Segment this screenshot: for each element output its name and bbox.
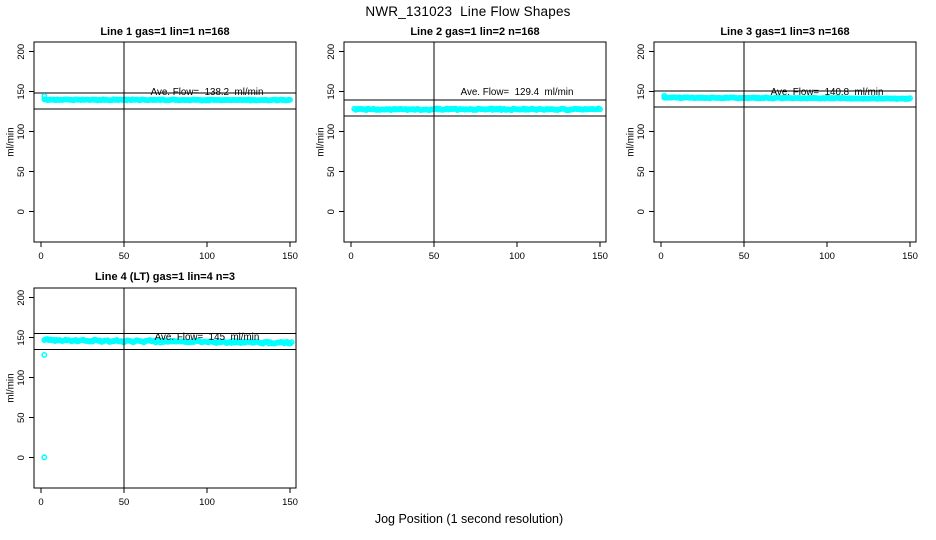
- y-tick-label: 100: [16, 124, 27, 140]
- x-tick-label: 0: [38, 251, 43, 262]
- x-tick-label: 100: [199, 497, 215, 508]
- y-tick-label: 50: [326, 166, 337, 177]
- panel-2-y-axis-label: ml/min: [315, 127, 327, 157]
- panel-3-title: Line 3 gas=1 lin=3 n=168: [720, 26, 850, 38]
- panel-1-title: Line 1 gas=1 lin=1 n=168: [100, 26, 230, 38]
- y-tick-label: 50: [16, 412, 27, 423]
- x-tick-label: 100: [509, 251, 525, 262]
- y-tick-label: 150: [636, 84, 647, 100]
- y-tick-label: 200: [326, 44, 337, 60]
- x-tick-label: 150: [592, 251, 608, 262]
- plot-box: [33, 287, 297, 489]
- data-points: [351, 105, 603, 114]
- data-points: [41, 93, 293, 104]
- panel-3-y-axis-label: ml/min: [625, 127, 637, 157]
- panel-2-ave-flow-annotation: Ave. Flow= 129.4 ml/min: [460, 87, 574, 98]
- y-tick-label: 0: [16, 209, 27, 214]
- outlier-point: [41, 454, 48, 461]
- x-tick-label: 100: [819, 251, 835, 262]
- y-tick-label: 200: [16, 290, 27, 306]
- x-tick-label: 150: [902, 251, 918, 262]
- x-tick-label: 0: [38, 497, 43, 508]
- outlier-point: [661, 92, 668, 99]
- x-tick-label: 150: [282, 497, 298, 508]
- x-tick-label: 0: [348, 251, 353, 262]
- panel-4-title: Line 4 (LT) gas=1 lin=4 n=3: [94, 271, 236, 283]
- data-point: [288, 339, 295, 346]
- panel-1-y-axis-label: ml/min: [5, 127, 17, 157]
- y-tick-label: 50: [16, 166, 27, 177]
- x-tick-label: 50: [429, 251, 440, 262]
- y-tick-label: 200: [636, 44, 647, 60]
- y-tick-label: 150: [326, 84, 337, 100]
- x-axis-label: Jog Position (1 second resolution): [374, 512, 564, 526]
- figure-title: NWR_131023 Line Flow Shapes: [365, 4, 571, 19]
- y-tick-label: 100: [326, 124, 337, 140]
- x-tick-label: 100: [199, 251, 215, 262]
- panel-4-y-axis-label: ml/min: [5, 373, 17, 403]
- y-tick-label: 0: [326, 209, 337, 214]
- data-point: [907, 95, 913, 102]
- panel-1: 0 50 100 150 0 50 100 150 200: [16, 41, 298, 262]
- x-tick-label: 150: [282, 251, 298, 262]
- data-points: [41, 336, 295, 461]
- panel-2: 0 50 100 150 0 50 100 150 200: [326, 41, 608, 262]
- panel-3-ave-flow-annotation: Ave. Flow= 140.8 ml/min: [770, 87, 884, 98]
- x-tick-label: 0: [658, 251, 663, 262]
- outlier-point: [41, 351, 48, 358]
- y-tick-label: 100: [16, 370, 27, 386]
- plot-box: [343, 41, 607, 243]
- outlier-point: [41, 93, 48, 100]
- data-points: [661, 92, 913, 102]
- panel-2-title: Line 2 gas=1 lin=2 n=168: [410, 26, 540, 38]
- plot-box: [33, 41, 297, 243]
- x-tick-label: 50: [119, 251, 130, 262]
- y-tick-label: 200: [16, 44, 27, 60]
- data-point: [597, 106, 603, 113]
- y-tick-label: 150: [16, 330, 27, 346]
- plot-box: [653, 41, 917, 243]
- panel-3: 0 50 100 150 0 50 100 150 200: [636, 41, 918, 262]
- panel-1-ave-flow-annotation: Ave. Flow= 138.2 ml/min: [150, 87, 264, 98]
- y-tick-label: 0: [16, 455, 27, 460]
- y-tick-label: 0: [636, 209, 647, 214]
- panel-4-ave-flow-annotation: Ave. Flow= 145 ml/min: [154, 332, 260, 343]
- x-tick-label: 50: [739, 251, 750, 262]
- panel-4: 0 50 100 150 0 50 100 150 200: [16, 287, 298, 508]
- x-tick-label: 50: [119, 497, 130, 508]
- y-tick-label: 100: [636, 124, 647, 140]
- data-point: [287, 96, 293, 103]
- y-tick-label: 150: [16, 84, 27, 100]
- y-tick-label: 50: [636, 166, 647, 177]
